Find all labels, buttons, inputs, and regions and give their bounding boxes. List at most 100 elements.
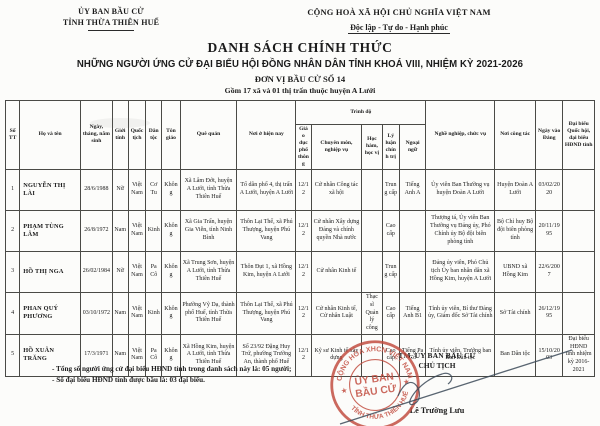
- note-seats: - Số đại biểu HĐND tỉnh được bầu là: 03 …: [52, 375, 205, 384]
- cell-stt: 4: [4, 291, 21, 335]
- col-header-gender: Giới tính: [111, 100, 129, 170]
- org-name-line2: TỈNH THỪA THIÊN HUẾ: [62, 17, 160, 27]
- col-header-hometown: Quê quán: [179, 100, 238, 170]
- col-header-language: Ngoại ngữ: [398, 124, 427, 170]
- col-header-dob: Ngày, tháng, năm sinh: [80, 100, 113, 170]
- national-motto-block: CỘNG HOÀ XÃ HỘI CHỦ NGHĨA VIỆT NAM Độc l…: [222, 7, 576, 35]
- cell-delegate: [562, 250, 595, 293]
- col-header-stt: Số TT: [4, 100, 21, 170]
- cell-political: Cao cấp: [381, 209, 400, 252]
- candidate-row: 3 HỒ THỊ NGA 26/02/1984 Nữ Việt Nam Pa C…: [4, 250, 595, 293]
- cell-dob: 03/10/1972: [80, 291, 113, 335]
- cell-professional: Cử nhân Kinh tế, Cử nhân Luật: [310, 291, 363, 335]
- cell-political: Trung cấp: [381, 250, 400, 293]
- cell-occupation: Thượng tá, Ủy viên Ban Thường vụ Đảng ủy…: [425, 209, 496, 252]
- cell-dob: 28/6/1988: [80, 168, 113, 211]
- candidate-table: Số TT Họ và tên Ngày, tháng, năm sinh Gi…: [4, 100, 595, 377]
- col-header-workplace: Nơi công tác: [494, 100, 536, 170]
- cell-stt: 2: [4, 209, 21, 252]
- note-total-candidates: - Tổng số người ứng cử đại biểu HĐND tỉn…: [52, 365, 292, 373]
- cell-stt: 1: [4, 168, 21, 211]
- cell-name: PHAN QUÝ PHƯƠNG: [19, 291, 82, 335]
- cell-language: [398, 209, 427, 252]
- cell-edu: 12/12: [295, 168, 312, 211]
- cell-academic: Thạc sĩ Quản lý công: [361, 291, 383, 335]
- cell-residence: Tổ dân phố 4, thị trấn A Lưới, huyện A L…: [236, 168, 297, 211]
- cell-party-date: 22/6/2007: [534, 250, 564, 293]
- cell-professional: Cử nhân Xây dựng Đảng và chính quyền Nhà…: [310, 209, 363, 252]
- cell-ethnicity: Kinh: [145, 209, 163, 252]
- cell-workplace: Bộ Chỉ huy Bộ đội biên phòng tỉnh: [494, 209, 536, 252]
- col-header-religion: Tôn giáo: [161, 100, 181, 170]
- document-subtitle: NHỮNG NGƯỜI ỨNG CỬ ĐẠI BIỂU HỘI ĐỒNG NHÂ…: [76, 58, 524, 71]
- cell-dob: 26/8/1972: [80, 209, 113, 252]
- cell-dob: 26/02/1984: [80, 250, 113, 293]
- cell-gender: Nữ: [111, 250, 129, 293]
- cell-language: Tiếng Anh B1: [398, 291, 427, 335]
- cell-language: [398, 250, 427, 293]
- cell-gender: Nam: [111, 291, 129, 335]
- cell-nationality: Việt Nam: [127, 250, 147, 293]
- cell-delegate: Đại biểu HĐND tỉnh nhiệm kỳ 2016-2021: [562, 333, 595, 377]
- cell-professional: Cử nhân Công tác xã hội: [310, 168, 363, 211]
- org-name-line1: ỦY BAN BẦU CỬ: [78, 7, 144, 16]
- summary-notes: - Tổng số người ứng cử đại biểu HĐND tỉn…: [52, 364, 291, 386]
- col-header-delegate: Đại biểu Quốc hội, đại biểu HĐND tỉnh: [562, 100, 595, 170]
- cell-gender: Nữ: [111, 168, 129, 211]
- stamp-star-left: ★: [340, 386, 348, 396]
- candidate-row: 1 NGUYỄN THỊ LÀI 28/6/1988 Nữ Việt Nam C…: [4, 168, 595, 211]
- cell-stt: 5: [4, 333, 21, 377]
- document-title: DANH SÁCH CHÍNH THỨC: [207, 40, 393, 55]
- scan-artifact: [90, 118, 150, 128]
- candidate-row: 2 PHẠM TÙNG LÂM 26/8/1972 Nam Việt Nam K…: [4, 209, 595, 252]
- cell-edu: 12/12: [295, 250, 312, 293]
- cell-academic: [361, 250, 383, 293]
- cell-nationality: Việt Nam: [127, 168, 147, 211]
- col-header-nationality: Quốc tịch: [127, 100, 147, 170]
- cell-professional: Cử nhân Kinh tế: [310, 250, 363, 293]
- cell-party-date: 15/10/2003: [534, 333, 564, 377]
- cell-name: HỒ THỊ NGA: [19, 250, 82, 293]
- cell-hometown: Xã Trung Sơn, huyện A Lưới, tỉnh Thừa Th…: [179, 250, 238, 293]
- cell-religion: Không: [161, 168, 181, 211]
- cell-name: HỒ XUÂN TRĂNG: [19, 333, 82, 377]
- cell-name: NGUYỄN THỊ LÀI: [19, 168, 82, 211]
- cell-occupation: Đảng ủy viên, Phó Chủ tịch Ủy ban nhân d…: [425, 250, 496, 293]
- cell-party-date: 03/02/2020: [534, 168, 564, 211]
- col-header-degree-group: Trình độ: [295, 100, 427, 125]
- col-header-ethnicity: Dân tộc: [145, 100, 163, 170]
- cell-hometown: Xã Hồng Kim, huyện A Lưới, tỉnh Thừa Thi…: [179, 333, 238, 377]
- cell-nationality: Việt Nam: [127, 333, 147, 377]
- document-header: ỦY BAN BẦU CỬ TỈNH THỪA THIÊN HUẾ CỘNG H…: [0, 0, 600, 35]
- cell-occupation: Tỉnh ủy viên, Bí thư Đảng ủy, Giám đốc S…: [425, 291, 496, 335]
- cell-hometown: Xã Gia Trấn, huyện Gia Viễn, tỉnh Ninh B…: [179, 209, 238, 252]
- cell-political: Cao cấp: [381, 291, 400, 335]
- official-stamp-icon: CỘNG HÒA XHCN VIỆT NAM TỈNH THỪA THIÊN H…: [330, 340, 420, 426]
- candidate-row: 4 PHAN QUÝ PHƯƠNG 03/10/1972 Nam Việt Na…: [4, 291, 595, 335]
- org-underline: [88, 29, 134, 31]
- cell-dob: 17/3/1971: [80, 333, 113, 377]
- cell-residence: Thôn Đụt 1, xã Hồng Kim, huyện A Lưới: [236, 250, 297, 293]
- election-unit-detail: Gồm 17 xã và 01 thị trấn thuộc huyện A L…: [224, 86, 376, 95]
- cell-party-date: 26/12/1995: [534, 291, 564, 335]
- col-header-residence: Nơi ở hiện nay: [236, 100, 297, 170]
- cell-stt: 3: [4, 250, 21, 293]
- cell-academic: [361, 209, 383, 252]
- cell-residence: Số 23/92 Đặng Huy Trứ, phường Trường An,…: [236, 333, 297, 377]
- cell-workplace: Sở Tài chính: [494, 291, 536, 335]
- cell-language: Tiếng Anh A: [398, 168, 427, 211]
- issuing-org-block: ỦY BAN BẦU CỬ TỈNH THỪA THIÊN HUẾ: [0, 7, 222, 35]
- col-header-party-date: Ngày vào Đảng: [534, 100, 564, 170]
- cell-delegate: [562, 209, 595, 252]
- cell-name: PHẠM TÙNG LÂM: [19, 209, 82, 252]
- cell-edu: 12/12: [295, 291, 312, 335]
- cell-workplace: Huyện Đoàn A Lưới: [494, 168, 536, 211]
- cell-ethnicity: Cơ Tu: [145, 168, 163, 211]
- cell-residence: Thôn Lại Thế, xã Phú Thượng, huyện Phú V…: [236, 291, 297, 335]
- cell-nationality: Việt Nam: [127, 291, 147, 335]
- cell-nationality: Việt Nam: [127, 209, 147, 252]
- cell-religion: Không: [161, 333, 181, 377]
- cell-academic: [361, 168, 383, 211]
- cell-delegate: [562, 168, 595, 211]
